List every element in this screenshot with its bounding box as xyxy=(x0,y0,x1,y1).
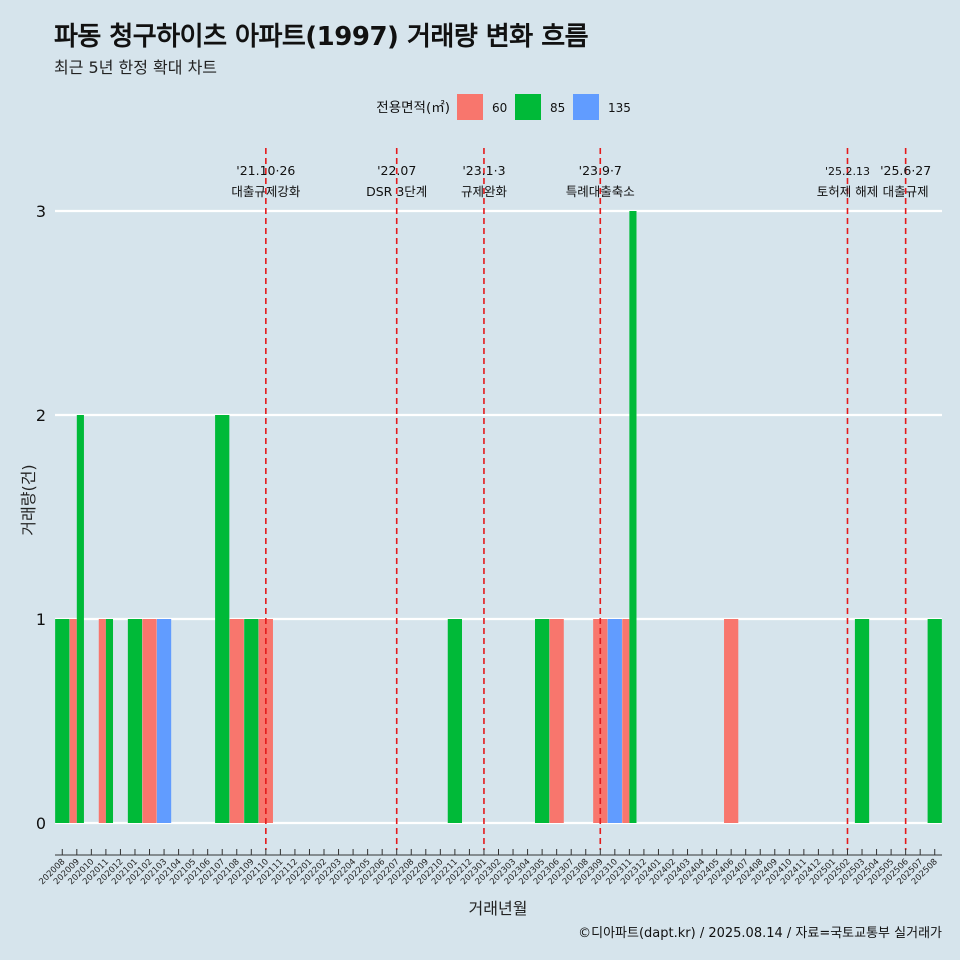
event-markers: '21.10·26 대출규제강화 '22.07 DSR 3단계 '23.1·3 규제완화 '… xyxy=(231,148,931,850)
bar xyxy=(607,619,622,823)
bar xyxy=(156,619,172,823)
event-date: '23.9·7 xyxy=(579,163,622,178)
bar xyxy=(55,619,70,823)
bars xyxy=(55,211,942,823)
legend: 전용면적(㎡) 60 85 135 xyxy=(376,94,631,120)
bar xyxy=(127,619,143,823)
bar xyxy=(244,619,259,823)
y-axis-label: 거래량(건) xyxy=(19,464,38,535)
legend-swatch xyxy=(573,94,599,120)
bar xyxy=(724,619,739,823)
bar xyxy=(142,619,157,823)
legend-title: 전용면적(㎡) xyxy=(376,100,450,116)
gridlines xyxy=(55,209,942,825)
bar xyxy=(534,619,550,823)
bar xyxy=(98,619,106,823)
chart-title: 파동 청구하이츠 아파트(1997) 거래량 변화 흐름 xyxy=(54,22,589,52)
bar xyxy=(629,211,637,823)
legend-entry: 85 xyxy=(550,101,565,115)
legend-swatch xyxy=(457,94,483,120)
axes: 0123202008202009202010202011202012202101… xyxy=(36,202,942,887)
y-tick-label: 1 xyxy=(36,610,46,629)
y-tick-label: 2 xyxy=(36,406,46,425)
bar xyxy=(215,415,230,823)
event-date: '21.10·26 xyxy=(236,163,295,178)
legend-entry: 60 xyxy=(492,101,507,115)
bar xyxy=(229,619,244,823)
bar xyxy=(622,619,630,823)
bar xyxy=(105,619,114,823)
chart-subtitle: 최근 5년 한정 확대 차트 xyxy=(54,58,218,77)
event-label: 특례대출축소 xyxy=(566,184,635,199)
event-date: '25.6·27 xyxy=(880,163,931,178)
event-date: '23.1·3 xyxy=(462,163,505,178)
bar xyxy=(69,619,77,823)
bar xyxy=(854,619,870,823)
event-label: 대출규제 xyxy=(883,184,929,199)
event-date: '22.07 xyxy=(377,163,416,178)
event-label: 토허제 해제 xyxy=(817,184,878,199)
event-label: 규제완화 xyxy=(461,184,508,199)
bar xyxy=(447,619,463,823)
legend-entry: 135 xyxy=(608,101,631,115)
event-label: 대출규제강화 xyxy=(231,184,301,199)
y-tick-label: 3 xyxy=(36,202,46,221)
chart-caption: ©디아파트(dapt.kr) / 2025.08.14 / 자료=국토교통부 실… xyxy=(578,926,942,941)
x-axis-label: 거래년월 xyxy=(469,899,528,918)
bar xyxy=(927,619,942,823)
legend-swatch xyxy=(515,94,541,120)
event-label: DSR 3단계 xyxy=(366,184,427,199)
y-tick-label: 0 xyxy=(36,814,46,833)
bar xyxy=(549,619,564,823)
event-date: '25.2.13 xyxy=(825,165,870,178)
bar xyxy=(76,415,84,823)
